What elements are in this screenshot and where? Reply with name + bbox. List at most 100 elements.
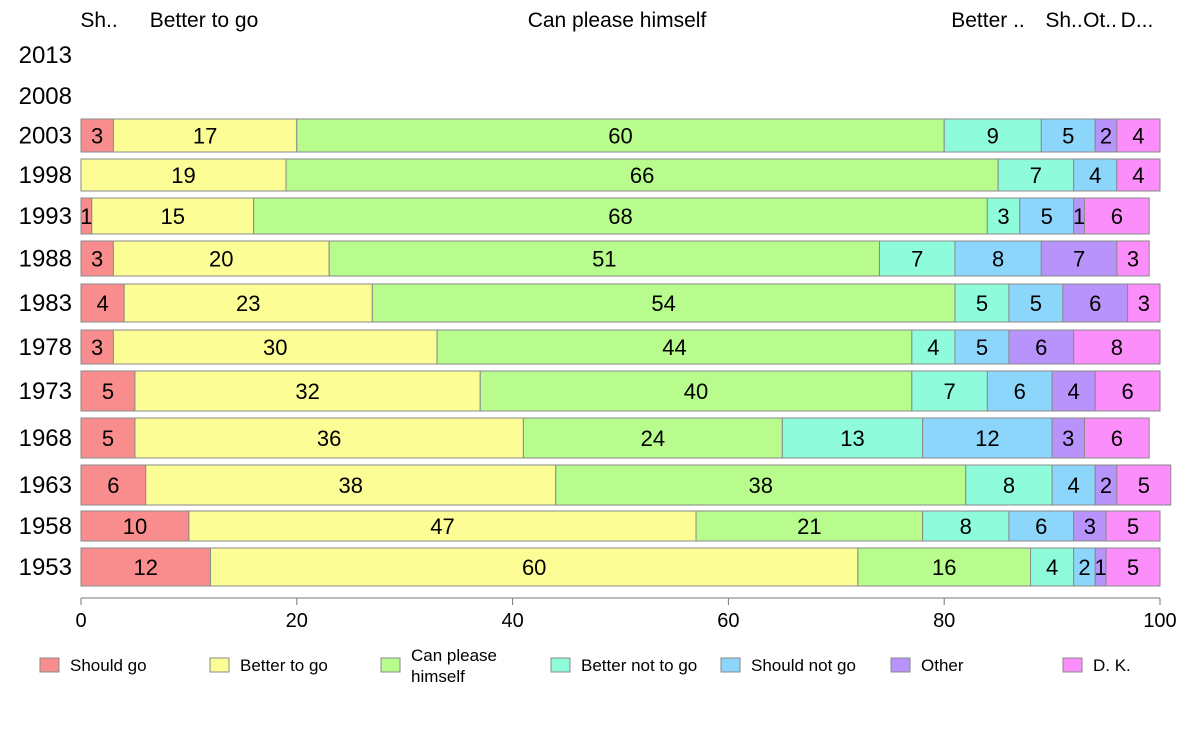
data-label: 15 — [160, 204, 184, 229]
legend-swatch — [380, 657, 401, 673]
bar-segment — [80, 370, 136, 412]
legend-label: Should not go — [751, 656, 856, 675]
data-label: 6 — [1014, 379, 1026, 404]
bar-segment — [986, 197, 1021, 235]
bar-segment — [1073, 329, 1161, 365]
bar-segment — [922, 417, 1053, 459]
bar-segment — [878, 240, 956, 277]
header-label: Can please himself — [528, 9, 707, 32]
data-label: 51 — [592, 247, 616, 272]
header-label: Ot.. — [1083, 9, 1117, 32]
data-label: 23 — [236, 291, 260, 316]
bar-segment — [1116, 118, 1161, 153]
bar-segment — [80, 547, 211, 587]
header-label: Better to go — [150, 9, 259, 32]
bar-segment — [1073, 158, 1118, 192]
bar-segment — [80, 329, 114, 365]
legend-label: Better not to go — [581, 656, 697, 675]
legend-label-line: Should go — [70, 656, 147, 675]
y-tick-label: 1993 — [19, 203, 72, 230]
data-label: 5 — [1062, 124, 1074, 149]
data-label: 5 — [1127, 514, 1139, 539]
bar-segment — [1094, 370, 1161, 412]
bar-segment — [80, 417, 136, 459]
legend-label-line: Better to go — [240, 656, 328, 675]
data-label: 4 — [1068, 473, 1080, 498]
legend-label-line: Can please — [411, 646, 497, 665]
bar-segment — [80, 464, 147, 506]
y-tick-label: 1973 — [19, 378, 72, 405]
data-label: 9 — [987, 124, 999, 149]
data-label: 8 — [1111, 335, 1123, 360]
data-label: 6 — [1111, 204, 1123, 229]
data-label: 8 — [1003, 473, 1015, 498]
data-label: 2 — [1078, 555, 1090, 580]
data-label: 5 — [102, 379, 114, 404]
legend-label-line: himself — [411, 667, 465, 686]
data-label: 68 — [608, 204, 632, 229]
data-label: 3 — [1062, 426, 1074, 451]
data-label: 5 — [1030, 291, 1042, 316]
legend-swatch — [720, 657, 741, 673]
x-tick-label: 20 — [286, 610, 308, 632]
y-tick-label: 2003 — [19, 123, 72, 150]
data-label: 3 — [91, 247, 103, 272]
data-label: 3 — [1127, 247, 1139, 272]
data-label: 7 — [911, 247, 923, 272]
header-label: Sh.. — [80, 9, 117, 32]
y-tick-label: 2008 — [19, 83, 72, 110]
legend-label-line: Other — [921, 656, 964, 675]
y-tick-label: 1968 — [19, 425, 72, 452]
legend-label: D. K. — [1093, 656, 1131, 675]
data-label: 1 — [1095, 555, 1107, 580]
data-label: 5 — [1138, 473, 1150, 498]
data-label: 4 — [1132, 163, 1144, 188]
bar-segment — [1040, 240, 1118, 277]
header-label: D... — [1121, 9, 1154, 32]
header-label: Better .. — [951, 9, 1025, 32]
bar-segment — [145, 464, 557, 506]
bar-segment — [134, 370, 481, 412]
header-labels: Sh.. Better to go Can please himself Better… — [80, 9, 1153, 32]
bar-segment — [296, 118, 945, 153]
bar-segment — [1116, 464, 1172, 506]
legend-label: Better to go — [240, 656, 328, 675]
x-tick-label: 0 — [75, 610, 86, 632]
legend-label-line: Should not go — [751, 656, 856, 675]
y-tick-label: 1988 — [19, 246, 72, 273]
data-label: 3 — [997, 204, 1009, 229]
bar-segment — [911, 370, 988, 412]
data-label: 40 — [684, 379, 708, 404]
bar-segment — [1116, 240, 1150, 277]
bar-segment — [1030, 547, 1075, 587]
data-label: 4 — [927, 335, 939, 360]
bar-segment — [1116, 158, 1161, 192]
legend-swatch — [550, 657, 571, 673]
bar-segment — [857, 547, 1032, 587]
y-tick-label: 1998 — [19, 162, 72, 189]
data-label: 38 — [749, 473, 773, 498]
legend-label: Can please himself — [411, 646, 497, 686]
data-label: 4 — [1046, 555, 1058, 580]
data-label: 16 — [932, 555, 956, 580]
data-label: 1 — [1073, 204, 1085, 229]
bar-segment — [1105, 510, 1161, 542]
bars: 3 17 60 9 5 2 419 66 7 4 41 15 68 3 5 1 63 20 51 7 8 7 34 23 54 5… — [80, 118, 1172, 587]
bar-segment — [1083, 417, 1150, 459]
bar-segment — [1062, 283, 1129, 323]
data-label: 12 — [975, 426, 999, 451]
data-label: 3 — [1084, 514, 1096, 539]
data-label: 54 — [651, 291, 675, 316]
data-label: 6 — [107, 473, 119, 498]
bar-segment — [522, 417, 783, 459]
data-label: 7 — [1030, 163, 1042, 188]
bar-segment — [91, 197, 255, 235]
data-label: 6 — [1089, 291, 1101, 316]
header-label: Sh.. — [1045, 9, 1082, 32]
data-label: 5 — [1127, 555, 1139, 580]
data-label: 5 — [976, 291, 988, 316]
legend: Should go Better to go Can please himself Be… — [39, 646, 1131, 686]
bar-segment — [479, 370, 913, 412]
data-label: 6 — [1035, 335, 1047, 360]
